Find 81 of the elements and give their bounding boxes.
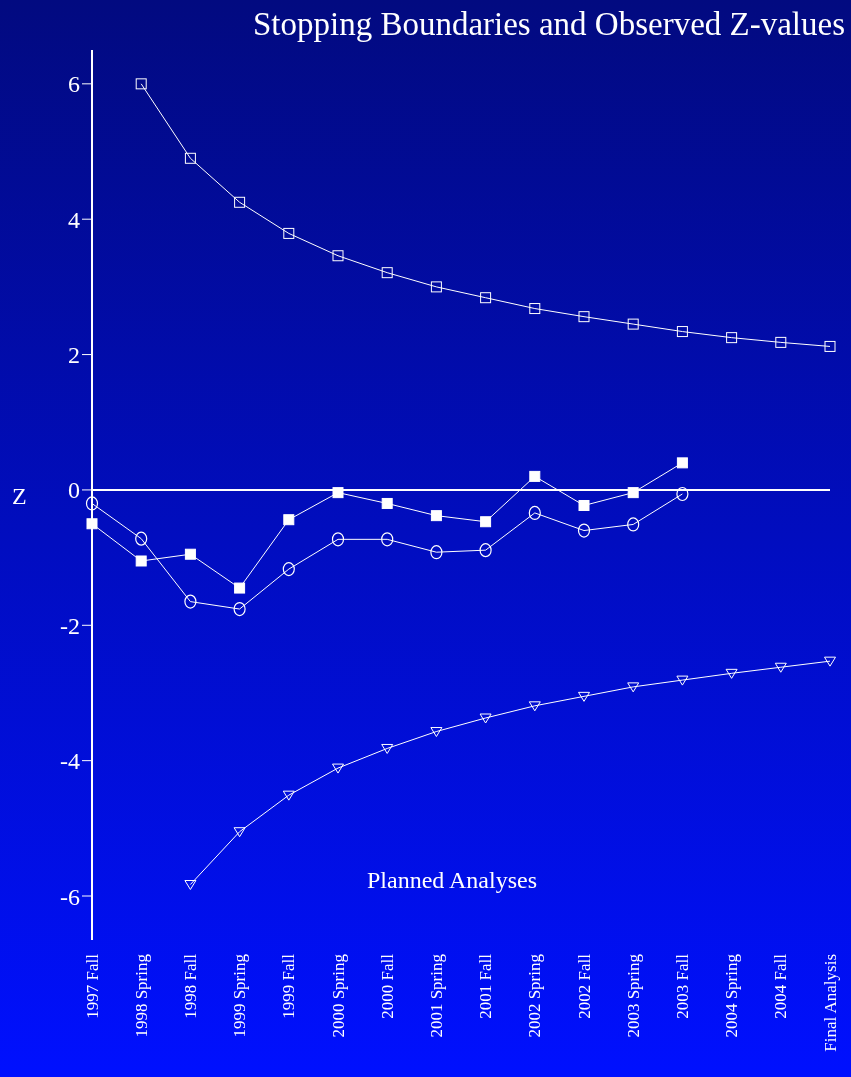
point	[283, 227, 295, 239]
y-tick-label: 0	[68, 477, 80, 504]
point	[332, 487, 344, 499]
point	[331, 532, 345, 547]
y-tick-label: -4	[60, 748, 80, 775]
point	[381, 743, 394, 754]
point	[234, 196, 246, 208]
x-tick-label: 1998 Spring	[131, 953, 151, 1038]
point	[578, 499, 590, 511]
point	[85, 496, 99, 511]
point	[774, 662, 787, 673]
y-tick-label: 4	[68, 206, 80, 233]
point	[725, 668, 738, 679]
x-tick-label: 2004 Fall	[771, 953, 791, 1019]
point	[578, 311, 590, 323]
x-tick-label: 2003 Spring	[623, 953, 643, 1038]
point	[282, 790, 295, 801]
y-tick-label: 6	[68, 71, 80, 98]
point	[479, 543, 492, 558]
x-tick-label: 2000 Fall	[377, 953, 397, 1019]
point	[726, 332, 738, 344]
point	[480, 516, 492, 528]
x-tick-label: 2002 Spring	[525, 953, 545, 1038]
point	[332, 763, 344, 774]
x-tick-label: 2002 Fall	[574, 953, 594, 1019]
point	[577, 523, 591, 538]
x-tick-label: 2004 Spring	[722, 953, 742, 1038]
x-tick-label: 2001 Fall	[476, 953, 496, 1019]
point	[529, 303, 541, 315]
point	[528, 701, 541, 712]
point	[184, 594, 197, 609]
point	[332, 250, 344, 262]
point	[430, 545, 443, 560]
point	[676, 675, 689, 686]
point	[479, 713, 492, 724]
point	[233, 827, 246, 838]
point	[528, 505, 541, 521]
point	[627, 682, 640, 693]
x-axis-title: Planned Analyses	[367, 867, 537, 894]
x-tick-label: 2003 Fall	[672, 953, 692, 1019]
chart-title: Stopping Boundaries and Observed Z-values	[252, 6, 845, 43]
point	[233, 601, 246, 617]
point	[627, 487, 639, 499]
point	[578, 691, 590, 702]
point	[283, 514, 295, 526]
point	[775, 336, 787, 348]
point	[627, 517, 640, 532]
y-tick-label: -2	[60, 612, 80, 639]
x-tick-label: 1999 Spring	[230, 953, 250, 1038]
x-tick-label: 2001 Spring	[426, 953, 446, 1038]
point	[234, 582, 246, 594]
x-tick-label: 1998 Fall	[180, 953, 200, 1019]
x-tick-label: Final Analysis	[820, 954, 840, 1052]
point	[480, 292, 492, 304]
x-tick-label: 1997 Fall	[82, 953, 102, 1019]
point	[430, 510, 442, 522]
point	[184, 152, 196, 164]
point	[627, 318, 639, 330]
point	[381, 497, 393, 509]
point	[381, 267, 393, 279]
y-tick-label: -6	[60, 883, 80, 910]
point	[184, 880, 197, 890]
point	[430, 281, 442, 293]
point	[529, 470, 541, 482]
x-tick-label: 2000 Spring	[328, 953, 348, 1038]
point	[676, 326, 688, 338]
point	[135, 531, 148, 546]
point	[676, 457, 688, 469]
point	[282, 562, 295, 577]
y-axis-title: Z	[12, 483, 27, 510]
point	[824, 656, 836, 667]
point	[430, 727, 443, 738]
point	[824, 340, 836, 352]
point	[135, 555, 147, 567]
point	[381, 532, 394, 547]
x-tick-label: 1999 Fall	[279, 953, 299, 1019]
point	[135, 78, 147, 90]
point	[676, 486, 689, 502]
y-tick-label: 2	[68, 342, 80, 369]
point	[184, 548, 196, 560]
point	[86, 518, 98, 530]
